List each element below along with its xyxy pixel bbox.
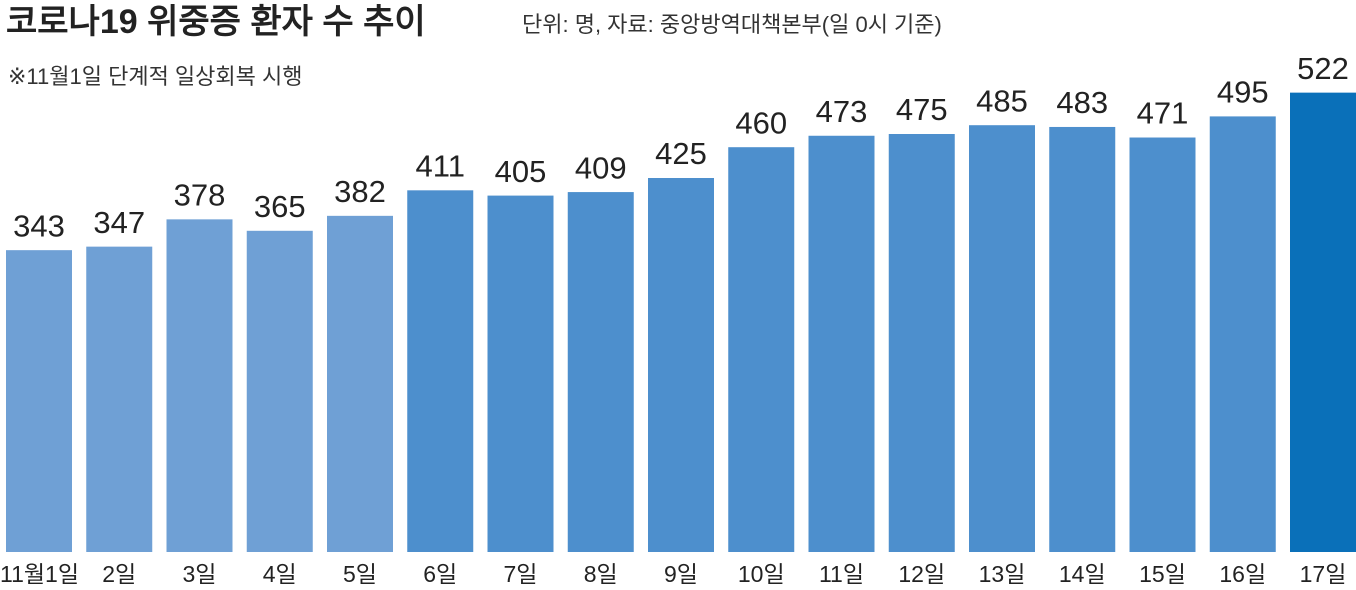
x-tick-label: 9일 xyxy=(664,561,698,587)
value-label: 483 xyxy=(1056,85,1108,120)
bar xyxy=(808,135,875,552)
bar xyxy=(1290,92,1356,552)
bar xyxy=(567,192,634,552)
value-label: 460 xyxy=(735,105,787,140)
value-label: 382 xyxy=(334,174,386,209)
x-tick-label: 3일 xyxy=(183,561,217,587)
value-label: 378 xyxy=(174,178,226,213)
value-label: 343 xyxy=(13,208,65,243)
bar xyxy=(6,250,72,552)
chart-title: 코로나19 위중증 환자 수 추이 xyxy=(6,3,426,41)
value-label: 425 xyxy=(655,136,707,171)
bar xyxy=(1049,126,1116,553)
x-tick-label: 8일 xyxy=(584,561,618,587)
x-tick-label: 2일 xyxy=(102,561,136,587)
value-label: 411 xyxy=(416,149,465,184)
bar xyxy=(86,246,153,552)
value-label: 405 xyxy=(495,154,547,189)
x-tick-label: 11월1일 xyxy=(0,561,79,587)
x-tick-label: 10일 xyxy=(738,561,785,587)
value-label: 475 xyxy=(896,92,948,127)
x-tick-label: 4일 xyxy=(263,561,297,587)
value-label: 471 xyxy=(1137,96,1189,131)
x-tick-label: 7일 xyxy=(504,561,538,587)
bar xyxy=(166,219,233,553)
value-label: 347 xyxy=(93,205,145,240)
x-tick-label: 14일 xyxy=(1059,561,1106,587)
x-tick-label: 11일 xyxy=(819,561,864,587)
value-label: 409 xyxy=(575,150,627,185)
x-tick-label: 16일 xyxy=(1219,561,1266,587)
value-label: 473 xyxy=(816,94,868,129)
x-tick-label: 15일 xyxy=(1139,561,1186,587)
x-tick-label: 5일 xyxy=(343,561,377,587)
bar xyxy=(407,190,474,552)
bar xyxy=(969,125,1035,552)
x-tick-label: 6일 xyxy=(423,561,457,587)
x-tick-label: 13일 xyxy=(979,561,1026,587)
chart-subtitle: 단위: 명, 자료: 중앙방역대책본부(일 0시 기준) xyxy=(522,12,942,37)
value-label: 365 xyxy=(254,189,306,224)
value-label: 495 xyxy=(1217,75,1269,110)
bar xyxy=(1129,137,1196,552)
bar xyxy=(1209,116,1276,553)
bar xyxy=(648,178,714,552)
value-label: 522 xyxy=(1297,51,1349,86)
bar xyxy=(728,147,795,552)
x-tick-label: 12일 xyxy=(898,561,945,587)
annotation: ※11월1일 단계적 일상회복 시행 xyxy=(8,64,303,89)
value-label: 485 xyxy=(976,83,1028,118)
x-tick-label: 17일 xyxy=(1300,561,1347,587)
bar xyxy=(487,195,554,552)
bar xyxy=(246,230,313,553)
bar xyxy=(888,134,955,552)
bar xyxy=(327,215,393,552)
